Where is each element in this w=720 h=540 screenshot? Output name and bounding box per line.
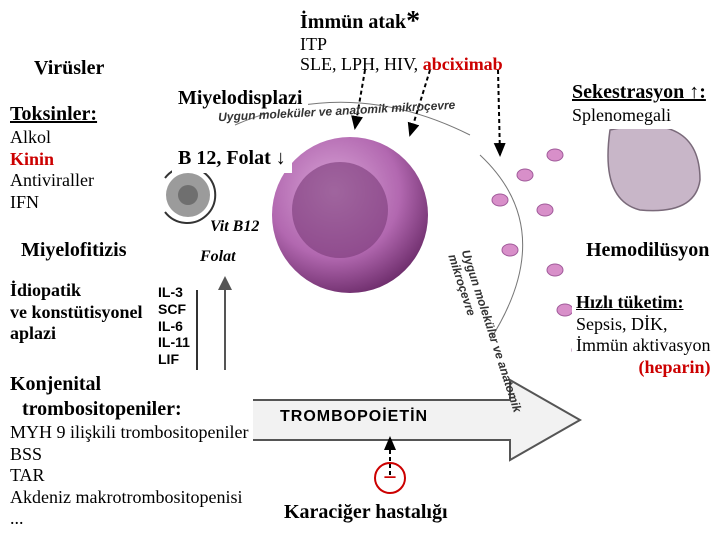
b12-folat-label: B 12, Folat ↓ [172,144,292,173]
konjenital-item: ... [10,508,249,530]
vitb12-label: Vit B12 [210,218,259,236]
tpo-label: TROMBOPOİETİN [280,408,428,426]
sekestrasyon-block: Sekestrasyon ↑: Splenomegali [568,78,710,129]
karaciger-label: Karaciğer hastalığı [278,498,454,527]
toksinler-item: Alkol [10,127,97,149]
toksinler-heading: Toksinler: [10,102,97,127]
folat-script-label: Folat [200,248,236,266]
konjenital-item: MYH 9 ilişkili trombositopeniler [10,422,249,444]
toksinler-item: Antiviraller [10,170,97,192]
il-list: IL-3 SCF IL-6 IL-11 LIF [158,284,190,368]
konjenital-item: TAR [10,465,249,487]
toksinler-item: Kinin [10,149,97,171]
miyelofitizis-label: Miyelofitizis [15,236,133,265]
sle-line: SLE, LPH, HIV, abciximab [300,54,503,76]
itp-label: ITP [300,34,327,56]
konjenital-item: BSS [10,444,249,466]
toksinler-item: IFN [10,192,97,214]
toksinler-block: Toksinler: Alkol Kinin Antiviraller IFN [6,100,101,215]
aplazi-block: İdiopatik ve konstütisyonel aplazi [6,278,147,347]
konjenital-block: Konjenital trombositopeniler: MYH 9 iliş… [6,370,253,532]
hizli-block: Hızlı tüketim: Sepsis, DİK, İmmün aktiva… [572,290,714,380]
minus-node: − [374,462,406,494]
hemodilusyon-label: Hemodilüsyon [580,236,715,265]
viruses-label: Virüsler [30,56,108,81]
konjenital-item: Akdeniz makrotrombositopenisi [10,487,249,509]
